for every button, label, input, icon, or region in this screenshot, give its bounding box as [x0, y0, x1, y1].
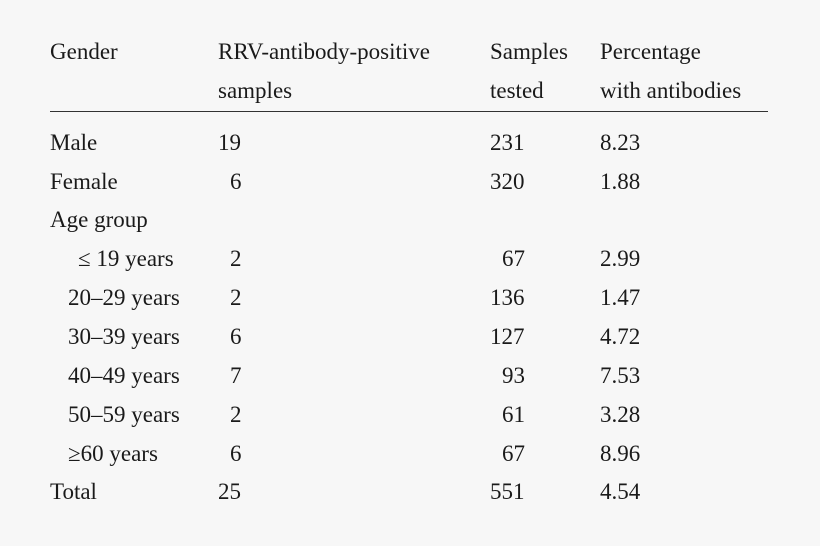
row-pct: 7.53 [600, 363, 641, 388]
row-label: 40–49 years [68, 363, 180, 388]
row-tested: 61 [502, 402, 525, 427]
row-label: ≥60 years [68, 441, 158, 466]
row-tested: 551 [490, 479, 525, 504]
header-pct-line1: Percentage [600, 39, 701, 64]
row-tested: 320 [490, 169, 525, 194]
row-positive: 19 [218, 130, 241, 155]
row-tested: 127 [490, 324, 525, 349]
row-positive: 25 [218, 479, 241, 504]
header-tested-line1: Samples [490, 39, 568, 64]
row-positive: 7 [230, 363, 242, 388]
row-tested: 136 [490, 285, 525, 310]
row-tested: 67 [502, 246, 525, 271]
row-positive: 6 [230, 441, 242, 466]
row-pct: 8.23 [600, 130, 641, 155]
row-pct: 1.47 [600, 285, 641, 310]
row-label: Total [50, 479, 97, 504]
row-pct: 8.96 [600, 441, 641, 466]
header-rule [50, 111, 768, 112]
row-positive: 2 [230, 402, 242, 427]
row-label: 30–39 years [68, 324, 180, 349]
row-positive: 6 [230, 169, 242, 194]
row-pct: 4.54 [600, 479, 641, 504]
row-positive: 6 [230, 324, 242, 349]
row-label: Female [50, 169, 118, 194]
row-label: Age group [50, 207, 148, 232]
row-positive: 2 [230, 246, 242, 271]
header-gender: Gender [50, 39, 118, 64]
header-positive-line2: samples [218, 78, 293, 103]
row-label: 50–59 years [68, 402, 180, 427]
row-pct: 1.88 [600, 169, 641, 194]
row-label: 20–29 years [68, 285, 180, 310]
row-tested: 231 [490, 130, 525, 155]
header-tested-line2: tested [490, 78, 544, 103]
header-positive-line1: RRV-antibody-positive [218, 39, 430, 64]
row-tested: 93 [502, 363, 525, 388]
row-pct: 2.99 [600, 246, 641, 271]
row-label: Male [50, 130, 98, 155]
row-label: ≤ 19 years [78, 246, 174, 271]
header-pct-line2: with antibodies [600, 78, 742, 103]
row-pct: 3.28 [600, 402, 641, 427]
row-positive: 2 [230, 285, 242, 310]
row-tested: 67 [502, 441, 525, 466]
row-pct: 4.72 [600, 324, 641, 349]
